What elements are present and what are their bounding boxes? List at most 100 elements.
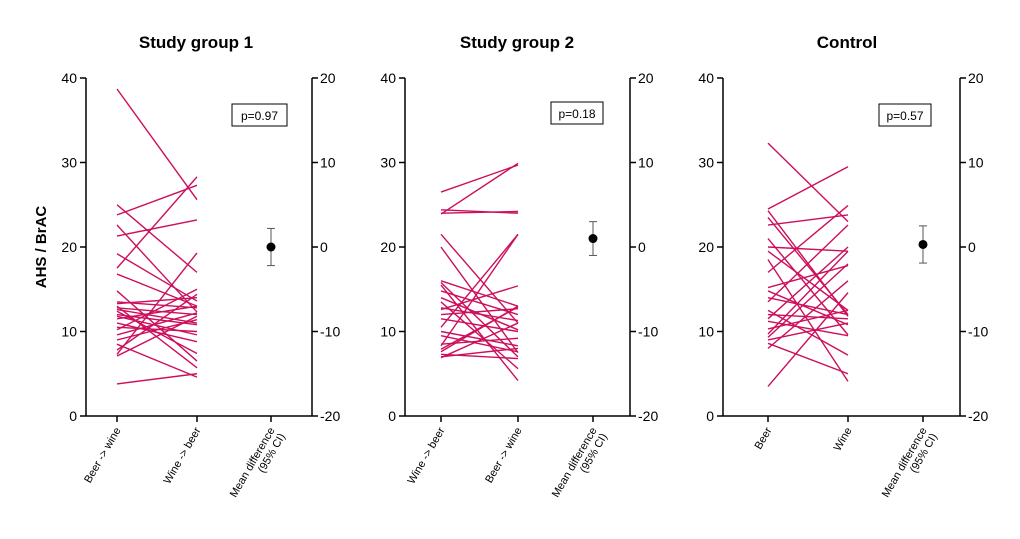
right-tick-label: -10 (968, 324, 988, 340)
left-tick-label: 10 (698, 324, 714, 340)
mean-point (266, 242, 276, 252)
p-value-box (231, 103, 288, 127)
paired-line (440, 209, 519, 214)
paired-line (116, 308, 198, 324)
right-tick-label: 20 (968, 70, 984, 86)
x-tick-label: Mean difference(95% CI) (880, 426, 940, 506)
right-tick-label: -20 (968, 408, 988, 424)
paired-line (767, 280, 849, 349)
left-tick-label: 0 (69, 408, 77, 424)
p-value-label: p=0.57 (886, 109, 923, 123)
paired-line (440, 330, 519, 347)
x-tick-label: Mean difference(95% CI) (228, 426, 288, 506)
paired-line (767, 246, 849, 252)
paired-line (440, 305, 519, 353)
x-tick-label-line: Wine -> beer (162, 425, 204, 486)
left-tick-label: 30 (61, 155, 77, 171)
left-tick-label: 30 (698, 155, 714, 171)
paired-line (116, 184, 198, 216)
paired-line (767, 259, 849, 382)
paired-line (116, 343, 198, 378)
paired-line (116, 315, 198, 336)
mean-point (918, 239, 928, 249)
paired-line (440, 246, 519, 354)
x-tick-label: Mean difference(95% CI) (550, 426, 610, 506)
paired-line (767, 264, 849, 289)
paired-line (440, 280, 519, 307)
paired-line (767, 224, 849, 303)
p-value-box (550, 101, 604, 125)
paired-line (440, 307, 519, 322)
paired-line (440, 307, 519, 316)
paired-line (440, 347, 519, 358)
left-tick-label: 20 (61, 239, 77, 255)
paired-line (116, 293, 198, 351)
right-tick-label: 10 (968, 155, 984, 171)
right-tick-label: 0 (968, 239, 976, 255)
right-tick-label: -10 (320, 324, 340, 340)
paired-line (767, 205, 849, 273)
panel-title: Study group 2 (460, 33, 574, 52)
paired-line (440, 233, 519, 347)
panel-title: Study group 1 (139, 33, 253, 52)
panel-3: Control 0 10 20 30 40 -20 -10 0 10 20 Beer Wine Mean … (698, 33, 988, 506)
paired-line (116, 88, 198, 201)
paired-line (767, 320, 849, 337)
left-tick-label: 40 (698, 70, 714, 86)
paired-line (116, 273, 198, 307)
paired-line (767, 342, 849, 375)
right-tick-label: 0 (638, 239, 646, 255)
right-tick-label: 20 (320, 70, 336, 86)
paired-line (116, 307, 198, 316)
paired-line (440, 162, 519, 215)
paired-line (440, 285, 519, 311)
paired-line (116, 204, 198, 273)
paired-line (440, 322, 519, 359)
x-tick-label: Wine -> beer (162, 425, 204, 486)
paired-line (116, 305, 198, 320)
paired-line (116, 297, 198, 305)
paired-line (116, 322, 198, 343)
left-tick-label: 10 (61, 324, 77, 340)
right-tick-label: -20 (320, 408, 340, 424)
x-tick-label: Wine -> beer (406, 425, 448, 486)
paired-line (116, 224, 198, 313)
p-value-box (878, 103, 932, 127)
left-tick-label: 0 (388, 408, 396, 424)
right-tick-label: -20 (638, 408, 658, 424)
panel-2: Study group 2 0 10 20 30 40 -20 -10 0 10 20 Wine ->… (380, 33, 658, 506)
paired-line (116, 252, 198, 355)
paired-line (116, 288, 198, 331)
paired-line (116, 176, 198, 269)
mean-point (588, 234, 598, 244)
x-tick-label-line: Wine (832, 426, 855, 454)
paired-line (767, 250, 849, 335)
paired-line (767, 290, 849, 326)
x-tick-label-line: Beer -> wine (82, 426, 123, 486)
paired-line (440, 233, 519, 328)
left-tick-label: 0 (706, 408, 714, 424)
paired-line (116, 312, 198, 336)
x-tick-label-line: Wine -> beer (406, 425, 448, 486)
paired-line (440, 233, 519, 324)
panel-1: Study group 1 0 10 20 30 40 -20 -10 0 10 20 Beer ->… (61, 33, 340, 506)
left-tick-label: 20 (380, 239, 396, 255)
paired-line (440, 337, 519, 345)
left-tick-label: 10 (380, 324, 396, 340)
panel-title: Control (817, 33, 877, 52)
right-tick-label: -10 (638, 324, 658, 340)
paired-line (767, 263, 849, 338)
paired-line (440, 164, 519, 193)
left-tick-label: 40 (61, 70, 77, 86)
paired-line (440, 284, 519, 381)
right-tick-label: 10 (320, 155, 336, 171)
paired-line (116, 253, 198, 302)
paired-line (440, 210, 519, 214)
x-tick-label: Beer -> wine (82, 426, 123, 486)
p-value-label: p=0.97 (241, 109, 278, 123)
paired-line (116, 219, 198, 237)
paired-line (440, 290, 519, 316)
right-tick-label: 0 (320, 239, 328, 255)
right-tick-label: 20 (638, 70, 654, 86)
